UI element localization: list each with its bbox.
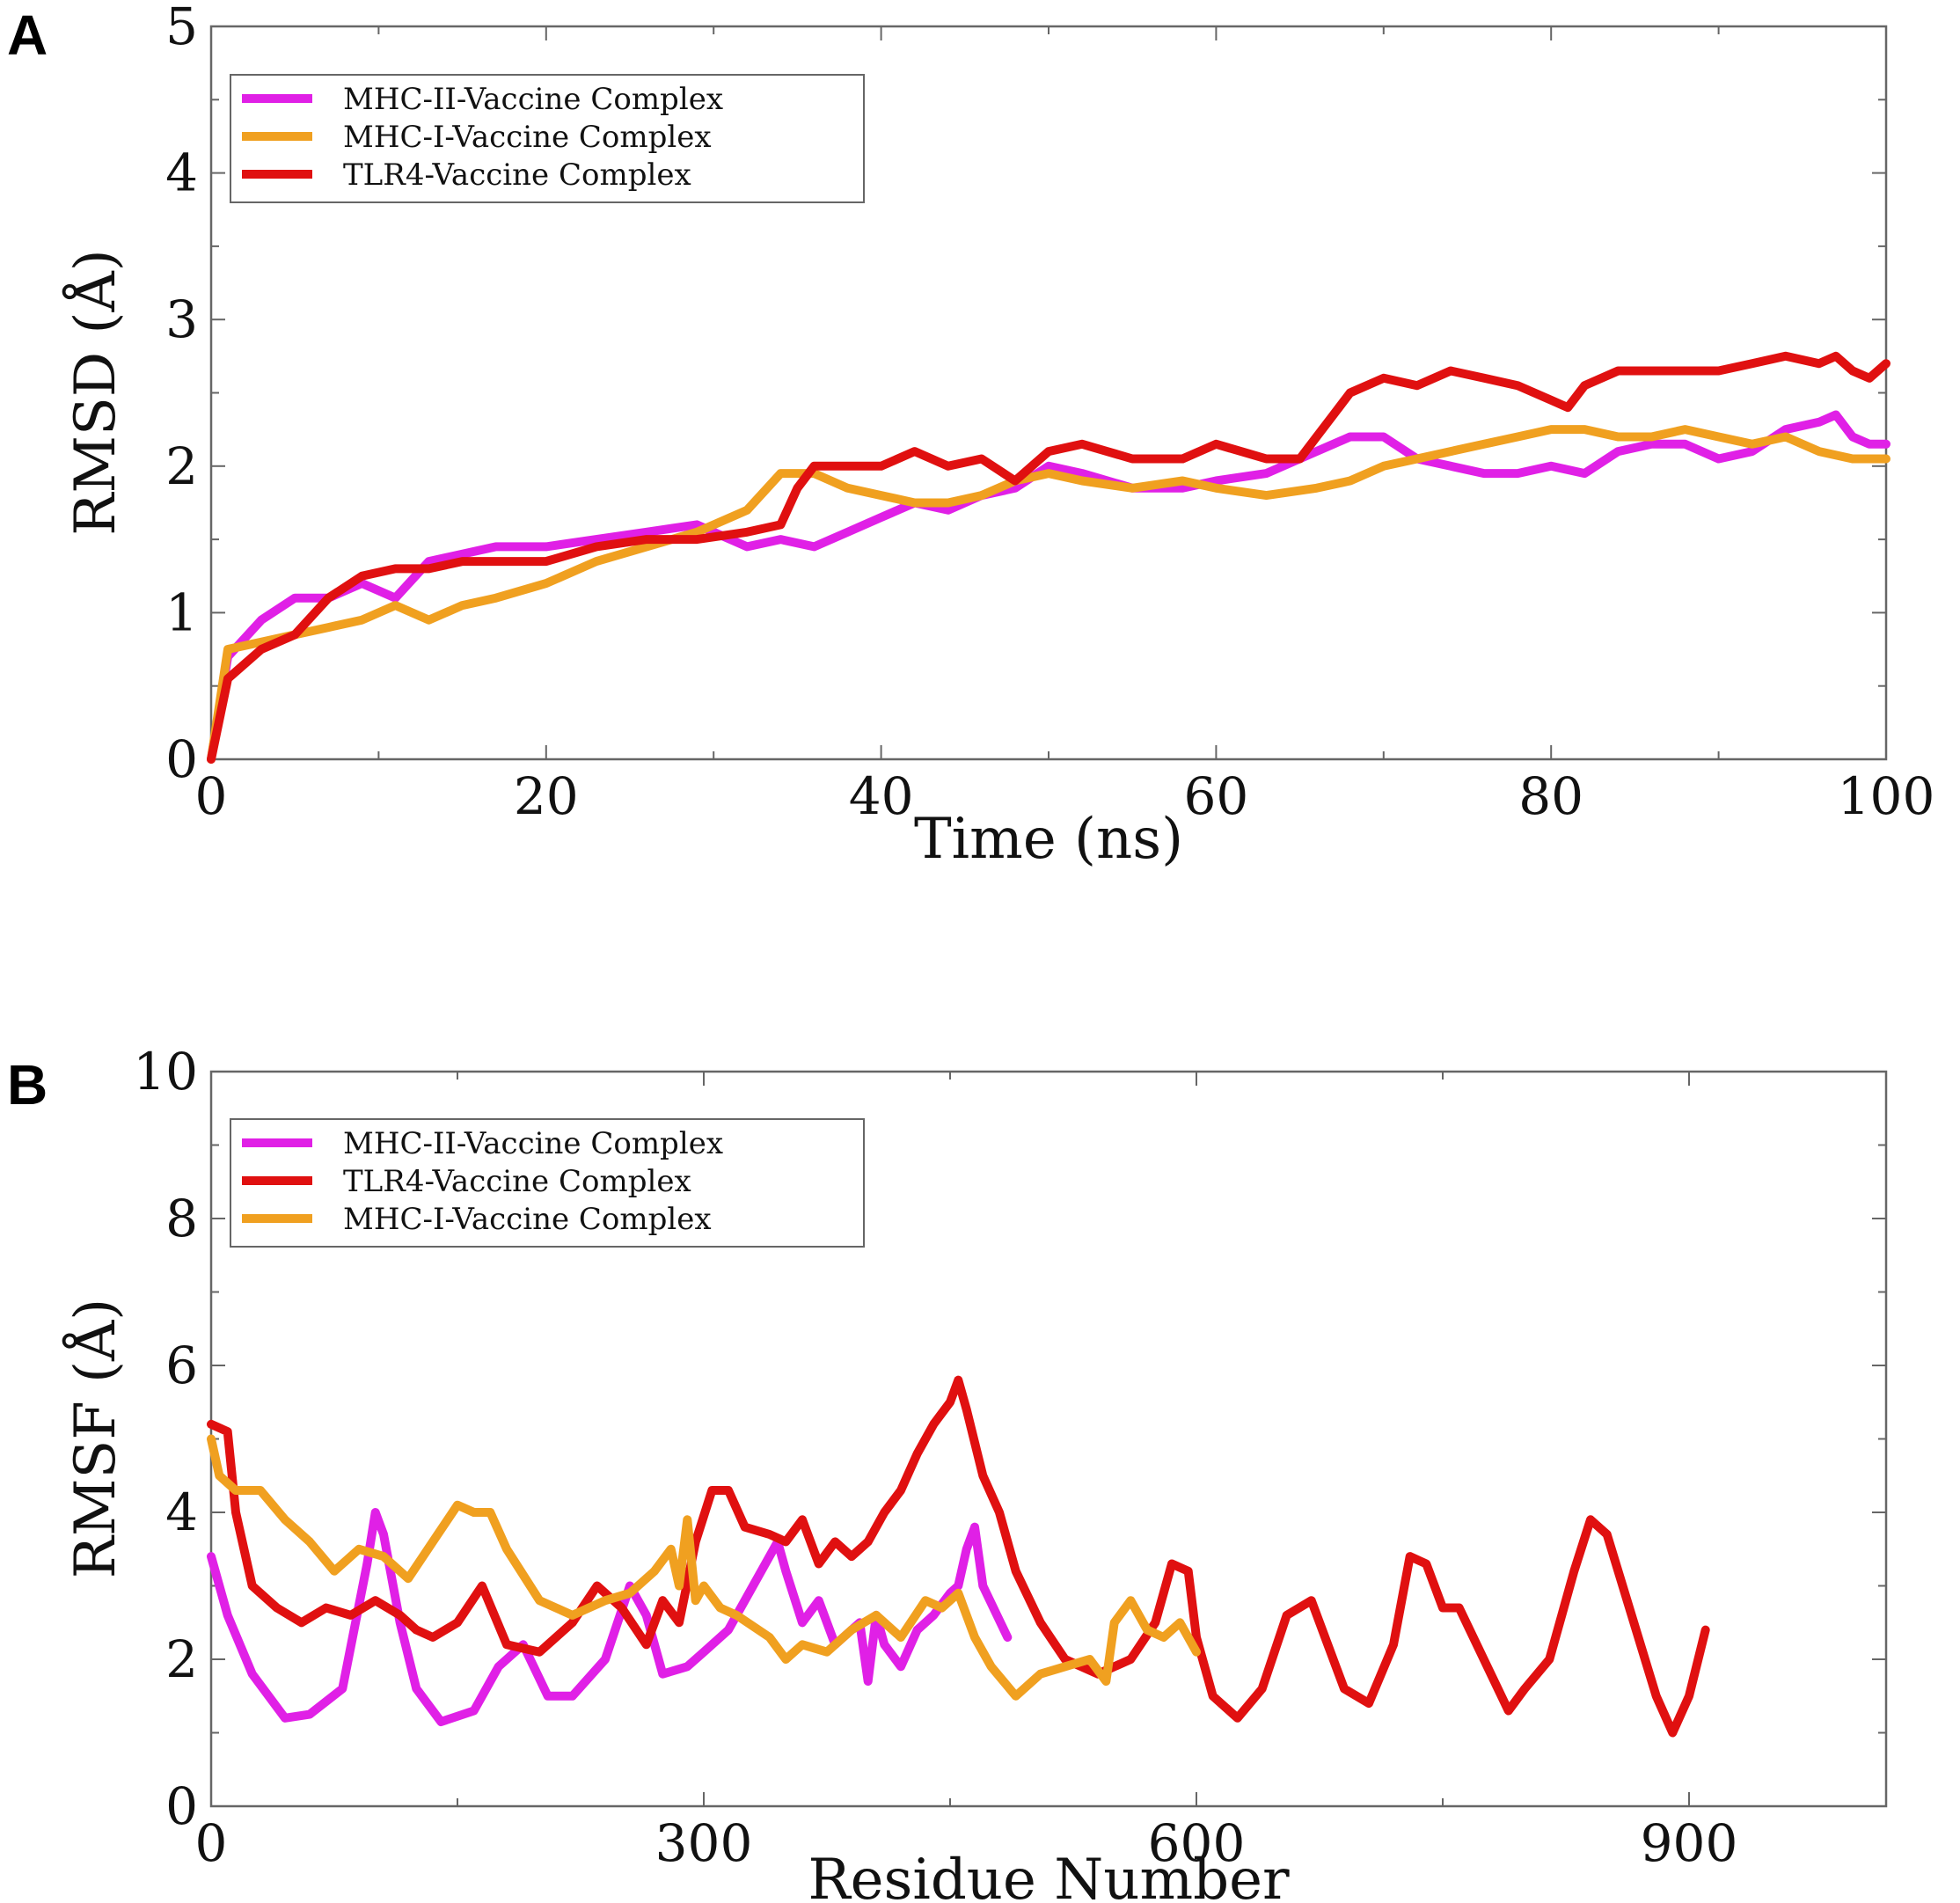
panel-a-legend-box — [230, 74, 865, 203]
x-tick-label: 40 — [849, 766, 914, 826]
y-tick-label: 4 — [165, 1482, 198, 1542]
panel-a-series-group — [207, 351, 1891, 764]
panel-b-rmsf-chart: B 0 300 600 900 0 2 4 6 8 10 Residue Number RMSF … — [7, 1042, 1888, 1903]
panel-b-series-group — [207, 1375, 1710, 1738]
y-tick-label: 0 — [165, 729, 198, 789]
x-tick-label: 60 — [1183, 766, 1248, 826]
x-tick-label: 80 — [1518, 766, 1583, 826]
y-tick-label: 0 — [165, 1776, 198, 1836]
legend-a-label-tlr4: TLR4-Vaccine Complex — [343, 157, 691, 193]
panel-a-label: A — [7, 4, 48, 67]
legend-b-label-tlr4: TLR4-Vaccine Complex — [343, 1164, 691, 1199]
panel-b-legend-box — [230, 1118, 865, 1248]
y-tick-label: 6 — [165, 1336, 198, 1395]
legend-b-label-mhc2: MHC-II-Vaccine Complex — [343, 1126, 723, 1161]
x-tick-label: 100 — [1838, 766, 1935, 826]
y-tick-label: 2 — [165, 1629, 198, 1689]
x-tick-label: 0 — [195, 1813, 228, 1873]
panel-a-x-axis-title: Time (ns) — [914, 807, 1183, 872]
legend-a-label-mhc1: MHC-I-Vaccine Complex — [343, 120, 712, 155]
series-line-mhc-ii-vaccine-complex — [207, 410, 1891, 764]
panel-a-legend: MHC-II-Vaccine Complex MHC-I-Vaccine Com… — [230, 74, 865, 203]
panel-b-tick-labels: 0 300 600 900 0 2 4 6 8 10 — [133, 1042, 1737, 1873]
y-tick-label: 2 — [165, 436, 198, 496]
series-line-tlr4-vaccine-complex — [207, 351, 1891, 764]
series-line-mhc-ii-vaccine-complex — [207, 1508, 1013, 1726]
x-tick-label: 20 — [514, 766, 579, 826]
y-tick-label: 3 — [165, 289, 198, 349]
y-tick-label: 5 — [165, 0, 198, 56]
panel-b-tick-marks — [210, 1071, 1886, 1807]
legend-a-label-mhc2: MHC-II-Vaccine Complex — [343, 82, 723, 117]
series-line-mhc-i-vaccine-complex — [207, 1434, 1201, 1701]
panel-a-y-axis-title: RMSD (Å) — [62, 249, 128, 535]
y-tick-label: 1 — [165, 582, 198, 642]
panel-a-tick-labels: 0 20 40 60 80 100 0 1 2 3 4 5 — [165, 0, 1934, 826]
panel-b-y-axis-title: RMSF (Å) — [62, 1299, 128, 1578]
panel-b-x-axis-title: Residue Number — [808, 1848, 1290, 1903]
panel-b-label: B — [7, 1053, 48, 1116]
x-tick-label: 600 — [1148, 1813, 1246, 1873]
series-line-mhc-i-vaccine-complex — [207, 425, 1891, 764]
y-tick-label: 10 — [133, 1042, 198, 1102]
x-tick-label: 300 — [655, 1813, 753, 1873]
series-line-tlr4-vaccine-complex — [207, 1375, 1710, 1738]
y-tick-label: 4 — [165, 143, 198, 203]
x-tick-label: 0 — [195, 766, 228, 826]
panel-a-tick-marks — [210, 26, 1887, 760]
y-tick-label: 8 — [165, 1189, 198, 1248]
panel-b-legend: MHC-II-Vaccine Complex TLR4-Vaccine Comp… — [230, 1118, 865, 1248]
legend-b-label-mhc1: MHC-I-Vaccine Complex — [343, 1202, 712, 1237]
x-tick-label: 900 — [1641, 1813, 1738, 1873]
